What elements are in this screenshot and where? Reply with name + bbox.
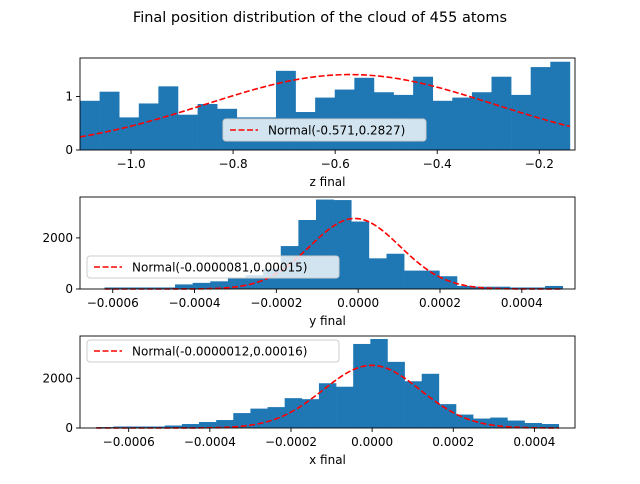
x-tick-label: −0.6 (321, 157, 350, 171)
x-tick-label: −0.0002 (250, 296, 302, 310)
histogram-bar (490, 417, 508, 428)
histogram-bar (197, 104, 218, 150)
histogram-bar (245, 275, 264, 289)
histogram-bar (318, 383, 337, 428)
legend-box (222, 118, 427, 142)
histogram-bar (492, 286, 511, 289)
histogram-bar (509, 287, 528, 289)
histogram-bar (524, 423, 542, 428)
y-tick-label: 1 (65, 90, 73, 104)
y-tick-label: 0 (65, 143, 73, 157)
histogram-bar (545, 285, 564, 289)
figure-title: Final position distribution of the cloud… (133, 10, 507, 26)
y-tick-label: 0 (65, 282, 73, 296)
histogram-bar (301, 399, 320, 428)
subplot-z: −1.0 −0.8 −0.6 −0.4 −0.2 0 1 z final Normal(-0.5… (65, 57, 576, 189)
y-tick-label: 2000 (42, 231, 73, 245)
x-tick-label: −0.0004 (184, 435, 236, 449)
histogram-bar (370, 338, 388, 428)
histogram-bar (421, 373, 440, 428)
y-tick-label: 2000 (42, 371, 73, 385)
histogram-bar (368, 258, 387, 289)
x-tick-label: 0.0002 (432, 435, 474, 449)
histogram-bar (452, 97, 473, 150)
histogram-bar (404, 270, 423, 289)
x-tick-label: −0.4 (423, 157, 452, 171)
histogram-bar (386, 253, 405, 289)
x-tick-label: −0.0006 (103, 435, 155, 449)
histogram-bar (511, 94, 532, 150)
histogram-bar (387, 361, 405, 428)
axes-frame (79, 335, 576, 429)
histogram-bar (336, 386, 354, 428)
histogram-bar (233, 413, 251, 428)
histogram-bar (181, 424, 200, 428)
histogram-bar (404, 381, 423, 428)
histogram-bar (507, 420, 525, 428)
axes-frame (79, 57, 576, 151)
histogram-bar (158, 86, 179, 150)
histogram-bar (432, 100, 453, 150)
histogram-bar (439, 276, 458, 289)
normal-fit-curve (79, 73, 571, 138)
histogram-bar (421, 270, 440, 289)
x-axis-label: z final (310, 175, 346, 189)
legend-label: Normal(-0.571,0.2827) (268, 124, 405, 138)
histogram-bar (438, 404, 457, 428)
legend: Normal(-0.0000081,0.00015) (86, 255, 340, 279)
legend-box (86, 339, 340, 363)
subplot-x: −0.0006 −0.0004 −0.0002 0.0000 0.0002 0.0004 0… (42, 335, 576, 467)
x-tick-label: −0.0002 (265, 435, 317, 449)
histogram-bar (284, 398, 303, 428)
histogram-bar (267, 407, 285, 428)
histogram-bar (471, 92, 492, 150)
histogram-bar (527, 287, 546, 289)
axes-frame (79, 196, 576, 290)
subplot-y: −0.0006 −0.0004 −0.0002 0.0000 0.0002 0.0004 0… (42, 196, 576, 328)
histogram-bar (210, 281, 229, 289)
x-axis-label: y final (309, 314, 346, 328)
legend-label: Normal(-0.0000081,0.00015) (132, 261, 307, 275)
x-axis-label: x final (309, 453, 346, 467)
x-tick-label: −0.2 (525, 157, 554, 171)
histogram-bar (550, 61, 571, 150)
x-tick-label: 0.0004 (501, 296, 543, 310)
legend-label: Normal(-0.0000012,0.00016) (132, 345, 307, 359)
x-tick-label: −1.0 (116, 157, 145, 171)
histogram-bar (227, 278, 246, 289)
histogram-bar (199, 422, 217, 428)
histogram-bar (530, 67, 551, 150)
histogram-bar (164, 425, 183, 428)
x-tick-label: 0.0000 (337, 296, 379, 310)
histogram-bar (80, 100, 100, 150)
x-tick-label: −0.8 (219, 157, 248, 171)
legend-box (86, 255, 340, 279)
histogram-bar (351, 221, 370, 289)
x-tick-label: 0.0000 (351, 435, 393, 449)
histogram-bar (138, 103, 159, 150)
histogram-bar (119, 117, 140, 150)
x-tick-label: 0.0004 (513, 435, 555, 449)
normal-fit-curve (104, 217, 563, 290)
histogram-bar (541, 424, 560, 428)
y-tick-label: 0 (65, 421, 73, 435)
histogram-bar (353, 343, 371, 428)
histogram-bar (177, 114, 198, 150)
x-tick-label: −0.0004 (169, 296, 221, 310)
legend: Normal(-0.571,0.2827) (222, 118, 427, 142)
x-tick-label: 0.0002 (419, 296, 461, 310)
histogram-bar (456, 285, 475, 289)
histogram-bar (99, 91, 120, 150)
histogram-bar (175, 284, 193, 289)
x-tick-label: −0.0006 (87, 296, 139, 310)
histogram-bar (455, 414, 474, 428)
histogram-bar (216, 420, 234, 428)
legend: Normal(-0.0000012,0.00016) (86, 339, 340, 363)
histogram-bar (491, 76, 512, 150)
histogram-bar (192, 282, 211, 289)
